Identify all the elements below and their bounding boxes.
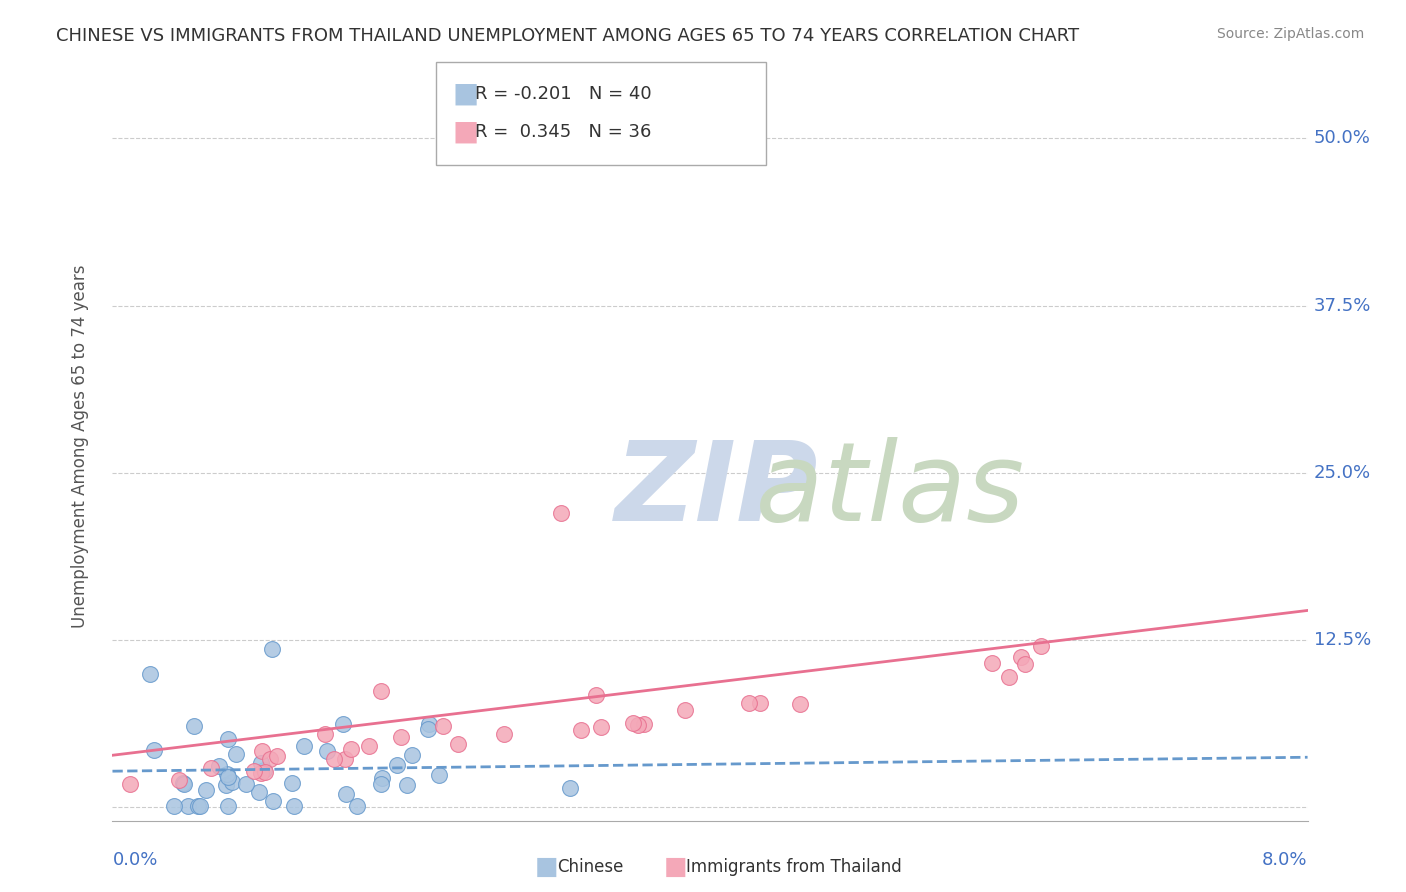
Point [789, 697, 811, 711]
Text: ZIP: ZIP [614, 437, 818, 544]
Point [1014, 657, 1036, 671]
Text: ■: ■ [664, 855, 688, 879]
Point [738, 697, 761, 711]
Point [235, 777, 257, 791]
Point [333, 752, 356, 766]
Point [187, 799, 209, 814]
Point [172, 775, 194, 789]
Point [340, 742, 363, 756]
Point [447, 737, 470, 751]
Point [217, 770, 239, 784]
Point [550, 506, 572, 520]
Point [627, 717, 650, 731]
Point [346, 799, 368, 814]
Point [217, 799, 239, 814]
Text: Chinese: Chinese [557, 858, 623, 876]
Point [1010, 650, 1032, 665]
Point [177, 799, 200, 814]
Text: R = -0.201   N = 40: R = -0.201 N = 40 [475, 85, 652, 103]
Point [1029, 639, 1052, 653]
Point [253, 764, 276, 778]
Text: 0.0%: 0.0% [112, 851, 157, 869]
Point [249, 756, 271, 770]
Point [283, 799, 305, 814]
Point [998, 670, 1021, 684]
Point [280, 776, 302, 790]
Point [418, 717, 440, 731]
Text: Source: ZipAtlas.com: Source: ZipAtlas.com [1216, 27, 1364, 41]
Point [315, 744, 337, 758]
Point [371, 771, 394, 785]
Point [432, 719, 454, 733]
Point [142, 743, 165, 757]
Point [585, 688, 607, 702]
Point [748, 696, 770, 710]
Point [673, 703, 696, 717]
Point [139, 667, 162, 681]
Point [217, 732, 239, 747]
Point [591, 721, 613, 735]
Point [385, 757, 408, 772]
Text: 25.0%: 25.0% [1313, 464, 1371, 482]
Point [118, 777, 141, 791]
Point [188, 799, 211, 814]
Point [389, 730, 412, 744]
Point [621, 715, 644, 730]
Text: R =  0.345   N = 36: R = 0.345 N = 36 [475, 123, 651, 141]
Point [259, 751, 281, 765]
Point [247, 785, 270, 799]
Point [314, 727, 336, 741]
Point [633, 717, 655, 731]
Text: ■: ■ [534, 855, 558, 879]
Point [162, 799, 184, 814]
Point [427, 768, 450, 782]
Point [475, 131, 498, 145]
Point [173, 777, 195, 791]
Point [250, 765, 273, 780]
Point [250, 744, 273, 758]
Text: ■: ■ [453, 79, 479, 108]
Point [266, 749, 288, 764]
Point [569, 723, 592, 737]
Point [416, 722, 439, 736]
Point [225, 747, 247, 761]
Point [558, 780, 581, 795]
Text: 37.5%: 37.5% [1313, 296, 1371, 315]
Point [357, 739, 380, 753]
Point [253, 765, 276, 780]
Point [221, 775, 243, 789]
Text: atlas: atlas [614, 437, 1025, 544]
Point [401, 748, 423, 763]
Point [200, 761, 222, 775]
Text: 8.0%: 8.0% [1263, 851, 1308, 869]
Point [260, 642, 283, 657]
Text: 50.0%: 50.0% [1313, 129, 1371, 147]
Point [194, 782, 217, 797]
Point [292, 739, 315, 753]
Point [370, 777, 392, 791]
Y-axis label: Unemployment Among Ages 65 to 74 years: Unemployment Among Ages 65 to 74 years [70, 264, 89, 628]
Point [262, 794, 284, 808]
Point [208, 758, 231, 772]
Text: CHINESE VS IMMIGRANTS FROM THAILAND UNEMPLOYMENT AMONG AGES 65 TO 74 YEARS CORRE: CHINESE VS IMMIGRANTS FROM THAILAND UNEM… [56, 27, 1080, 45]
Point [981, 657, 1004, 671]
Point [395, 778, 418, 792]
Text: 12.5%: 12.5% [1313, 631, 1371, 649]
Point [370, 684, 392, 698]
Point [167, 773, 190, 788]
Text: ■: ■ [453, 118, 479, 146]
Point [323, 752, 346, 766]
Point [217, 767, 239, 781]
Point [215, 778, 238, 792]
Point [492, 726, 515, 740]
Point [335, 787, 357, 801]
Point [242, 764, 264, 778]
Point [183, 719, 205, 733]
Text: Immigrants from Thailand: Immigrants from Thailand [686, 858, 901, 876]
Point [332, 717, 354, 731]
